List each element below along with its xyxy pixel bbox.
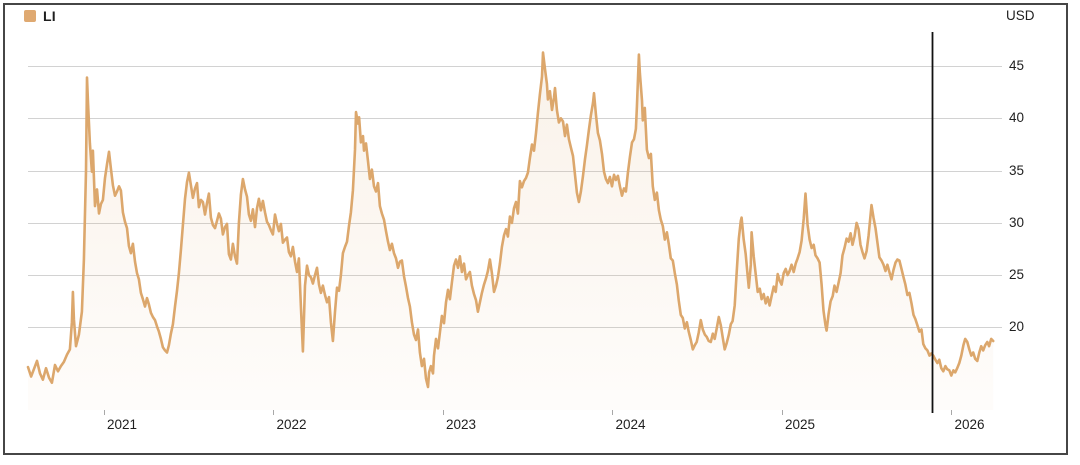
x-axis-label: 2022: [276, 417, 307, 432]
legend-series-label: LI: [43, 8, 56, 24]
y-axis-label: 20: [1009, 319, 1025, 335]
y-axis-label: 35: [1009, 162, 1025, 178]
price-area-fill: [28, 52, 994, 410]
legend-series-swatch: [24, 10, 36, 22]
x-axis-label: 2024: [615, 417, 646, 432]
legend-item[interactable]: LI: [24, 8, 56, 24]
axis-unit-label: USD: [1006, 8, 1035, 23]
x-axis-label: 2021: [106, 417, 137, 432]
y-axis-label: 45: [1009, 58, 1025, 74]
y-axis-label: 25: [1009, 267, 1025, 283]
y-axis-label: 30: [1009, 214, 1025, 230]
x-axis-label: 2026: [954, 417, 985, 432]
y-axis-label: 40: [1009, 110, 1025, 126]
x-axis-label: 2025: [784, 417, 816, 432]
price-line-series: [26, 51, 995, 389]
x-axis-label: 2023: [445, 417, 476, 432]
